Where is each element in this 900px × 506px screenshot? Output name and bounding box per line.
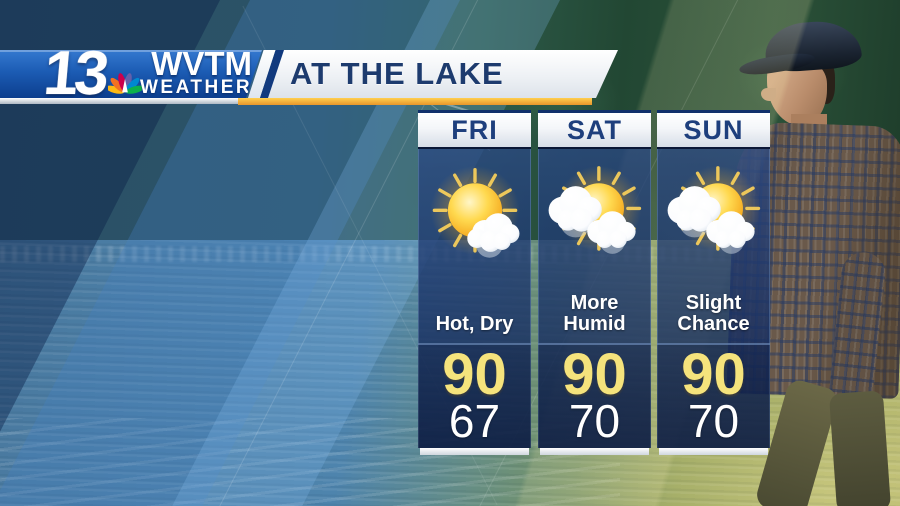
nbc-peacock-icon — [108, 69, 142, 95]
mostly-sunny-icon — [418, 149, 531, 283]
temps: 90 70 — [657, 343, 770, 448]
fisherman-figure — [715, 0, 900, 506]
weather-department-label: WEATHER — [140, 77, 253, 98]
condition-label: More Humid — [563, 292, 626, 335]
condition-label: Hot, Dry — [435, 313, 514, 335]
partly-cloudy-icon — [538, 149, 651, 283]
title-banner: 13 WVTM WEATHER — [0, 50, 640, 110]
temps: 90 67 — [418, 343, 531, 448]
day-label: FRI — [451, 114, 498, 145]
low-temp: 70 — [687, 395, 740, 447]
forecast-card-fri: FRI — [418, 110, 531, 455]
forecast-card-sat: SAT — [538, 110, 651, 455]
banner-title: AT THE LAKE — [290, 56, 504, 91]
banner-title-plate: AT THE LAKE — [268, 50, 618, 98]
station-logo: 13 WVTM WEATHER — [44, 41, 254, 103]
station-logo-bar: 13 WVTM WEATHER — [0, 50, 262, 98]
day-label: SAT — [567, 114, 622, 145]
low-temp: 70 — [568, 395, 621, 447]
day-body: Hot, Dry 90 67 — [418, 147, 531, 448]
channel-number: 13 — [41, 39, 109, 108]
day-body: Slight Chance 90 70 — [657, 147, 770, 448]
day-body: More Humid 90 70 — [538, 147, 651, 448]
low-temp: 67 — [448, 395, 501, 447]
day-label: SUN — [683, 114, 744, 145]
forecast-card-sun: SUN — [657, 110, 770, 455]
day-header: SAT — [538, 110, 651, 147]
condition-label: Slight Chance — [677, 292, 750, 335]
station-text: WVTM WEATHER — [140, 49, 252, 97]
high-temp: 90 — [562, 342, 627, 407]
high-temp: 90 — [681, 342, 746, 407]
panel-footer-strip — [420, 448, 529, 455]
day-header: FRI — [418, 110, 531, 147]
high-temp: 90 — [442, 342, 507, 407]
gold-underline — [238, 98, 592, 105]
silver-underline — [0, 98, 238, 104]
panel-footer-strip — [540, 448, 649, 455]
station-callsign: WVTM — [151, 45, 252, 82]
partly-cloudy-icon — [657, 149, 770, 283]
day-header: SUN — [657, 110, 770, 147]
fisherman-nose — [761, 88, 776, 101]
temps: 90 70 — [538, 343, 651, 448]
panel-footer-strip — [659, 448, 768, 455]
